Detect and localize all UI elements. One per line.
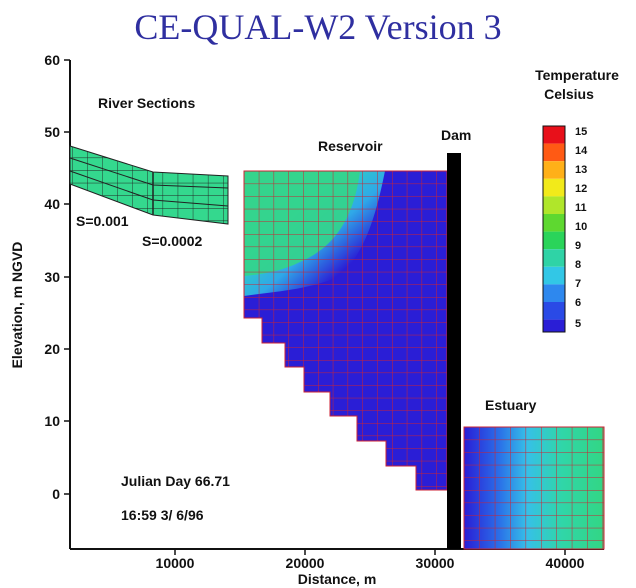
legend-tick: 15 (575, 126, 587, 138)
legend-tick: 8 (575, 259, 581, 271)
slope-label: S=0.001 (76, 213, 129, 229)
x-tick-label: 30000 (416, 555, 455, 571)
legend-title: Temperature (535, 67, 619, 83)
y-tick-label: 20 (44, 341, 60, 357)
dam-label: Dam (441, 127, 471, 143)
x-tick-label: 20000 (286, 555, 325, 571)
y-tick-label: 10 (44, 413, 60, 429)
y-tick-label: 60 (44, 52, 60, 68)
y-axis-label: Elevation, m NGVD (9, 242, 25, 369)
y-tick-label: 0 (52, 486, 60, 502)
legend-tick: 5 (575, 318, 581, 330)
reservoir-label: Reservoir (318, 138, 383, 154)
x-ticks: 10000 20000 30000 40000 (156, 549, 585, 571)
river-sections (69, 145, 229, 225)
x-tick-label: 10000 (156, 555, 195, 571)
estuary-label: Estuary (485, 397, 537, 413)
legend-tick: 14 (575, 145, 588, 157)
plot-axes: 60 50 40 30 20 10 0 10000 20000 30000 40… (9, 52, 604, 587)
slope-label: S=0.0002 (142, 233, 203, 249)
legend-tick: 12 (575, 183, 587, 195)
legend-tick: 10 (575, 221, 587, 233)
y-tick-label: 40 (44, 196, 60, 212)
legend-tick: 13 (575, 164, 587, 176)
legend-tick: 7 (575, 278, 581, 290)
estuary-grid (463, 426, 605, 550)
legend-tick: 11 (575, 202, 587, 214)
legend-tick: 9 (575, 240, 581, 252)
x-tick-label: 40000 (546, 555, 585, 571)
dam-structure (447, 153, 461, 549)
julian-day-label: Julian Day 66.71 (121, 473, 230, 489)
temperature-legend: Temperature Celsius 15 14 13 12 11 10 9 … (535, 67, 619, 333)
y-ticks: 60 50 40 30 20 10 0 (44, 52, 70, 502)
y-tick-label: 30 (44, 269, 60, 285)
y-tick-label: 50 (44, 124, 60, 140)
x-axis-label: Distance, m (298, 571, 377, 587)
legend-subtitle: Celsius (544, 86, 594, 102)
river-sections-label: River Sections (98, 95, 195, 111)
reservoir-grid (243, 170, 448, 491)
figure-title: CE-QUAL-W2 Version 3 (134, 7, 502, 47)
legend-tick: 6 (575, 297, 581, 309)
timestamp-label: 16:59 3/ 6/96 (121, 507, 204, 523)
